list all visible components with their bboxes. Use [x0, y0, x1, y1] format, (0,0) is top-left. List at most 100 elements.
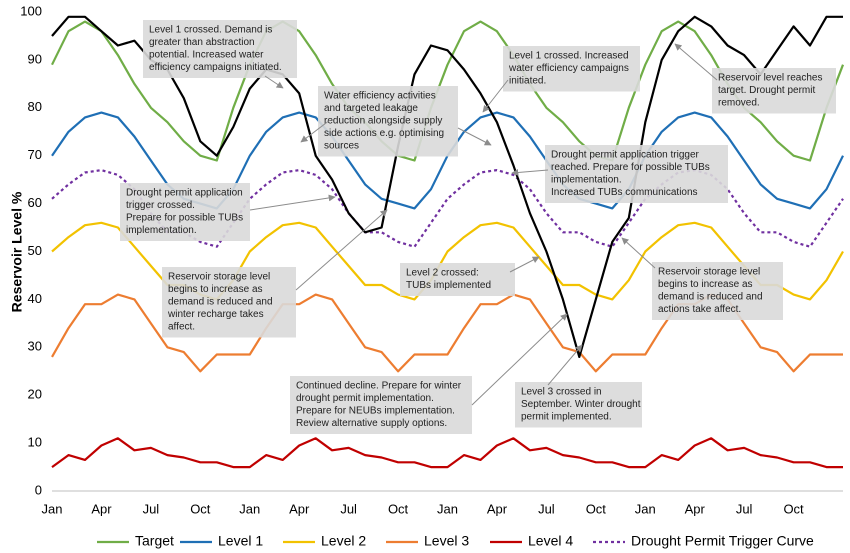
annotation-box	[120, 183, 250, 241]
annotation-box	[515, 382, 642, 428]
legend-label: Drought Permit Trigger Curve	[631, 533, 814, 549]
legend-label: Target	[135, 533, 174, 549]
annotation-text: drought permit implementation.	[296, 393, 434, 404]
y-axis-label: Reservoir Level %	[9, 191, 25, 312]
annotation-box	[400, 263, 515, 296]
annotation-text: initiated.	[509, 76, 546, 87]
x-tick-label: Jul	[143, 501, 160, 516]
annotation-text: efficiency campaigns initiated.	[149, 62, 282, 73]
annotation-arrow	[295, 209, 388, 291]
x-tick-label: Oct	[586, 501, 607, 516]
annotation-text: Level 1 crossed. Demand is	[149, 25, 272, 36]
annotation-text: winter recharge takes	[167, 309, 264, 320]
annotation-text: removed.	[718, 98, 760, 109]
x-tick-label: Jul	[538, 501, 555, 516]
annotation-arrow	[457, 127, 492, 146]
series-line	[51, 20, 845, 162]
y-tick-label: 10	[28, 435, 42, 450]
annotation-text: affect.	[168, 322, 195, 333]
legend-label: Level 2	[321, 533, 366, 549]
annotation-text: implementation.	[126, 225, 197, 236]
y-tick-label: 20	[28, 387, 42, 402]
y-tick-label: 40	[28, 291, 42, 306]
annotation-text: demand is reduced and	[168, 297, 273, 308]
legend-label: Level 3	[424, 533, 469, 549]
annotation-text: Reservoir storage level	[658, 267, 760, 278]
annotation-text: Level 3 crossed in	[521, 387, 602, 398]
annotation-text: begins to increase as	[168, 284, 263, 295]
annotation-text: actions take affect.	[658, 304, 741, 315]
annotation-text: water efficiency campaigns	[508, 63, 629, 74]
annotation-text: reduction alongside supply	[324, 116, 442, 127]
annotation-box	[712, 68, 836, 114]
x-tick-label: Jan	[635, 501, 656, 516]
annotation-box	[143, 20, 297, 78]
annotation-text: September. Winter drought	[521, 399, 641, 410]
x-tick-label: Jan	[239, 501, 260, 516]
annotation-box	[545, 145, 728, 203]
x-tick-label: Jul	[340, 501, 357, 516]
x-tick-label: Jan	[437, 501, 458, 516]
y-tick-label: 80	[28, 99, 42, 114]
annotation-text: TUBs implemented	[406, 280, 491, 291]
annotation-text: Reservoir level reaches	[718, 73, 823, 84]
x-tick-label: Jul	[736, 501, 753, 516]
annotation: Level 2 crossed:TUBs implemented	[400, 256, 540, 296]
x-tick-label: Apr	[91, 501, 112, 516]
x-tick-label: Apr	[685, 501, 706, 516]
y-tick-label: 70	[28, 147, 42, 162]
x-tick-label: Oct	[190, 501, 211, 516]
x-tick-label: Oct	[783, 501, 804, 516]
annotation-arrow	[249, 194, 336, 211]
y-tick-label: 60	[28, 195, 42, 210]
annotation-arrow	[674, 43, 718, 81]
annotation-arrow	[547, 344, 583, 386]
y-tick-label: 0	[35, 482, 42, 497]
annotation-text: Increased TUBs communications	[551, 187, 698, 198]
y-tick-label: 90	[28, 51, 42, 66]
annotation-box	[503, 46, 640, 92]
annotation-text: reached. Prepare for possible TUBs	[551, 162, 710, 173]
legend-label: Level 4	[528, 533, 573, 549]
legend-label: Level 1	[218, 533, 263, 549]
annotation-text: Drought permit application trigger	[551, 150, 700, 161]
x-tick-label: Apr	[289, 501, 310, 516]
x-tick-label: Apr	[487, 501, 508, 516]
x-tick-label: Jan	[42, 501, 63, 516]
annotation-arrow	[511, 168, 549, 176]
annotation-text: permit implemented.	[521, 412, 612, 423]
annotation-text: and targeted leakage	[324, 103, 418, 114]
annotation-text: greater than abstraction	[149, 37, 255, 48]
annotation-text: implementation.	[551, 175, 622, 186]
annotation-text: Review alternative supply options.	[296, 418, 447, 429]
annotation-text: Continued decline. Prepare for winter	[296, 381, 462, 392]
annotation-text: Reservoir storage level	[168, 272, 270, 283]
annotation-arrow	[482, 79, 509, 113]
annotation-text: Prepare for possible TUBs	[126, 213, 243, 224]
annotation-text: potential. Increased water	[149, 50, 264, 61]
annotation-text: Water efficiency activities	[324, 91, 436, 102]
annotation-arrow	[621, 237, 656, 269]
x-tick-label: Oct	[388, 501, 409, 516]
annotation-text: trigger crossed.	[126, 200, 195, 211]
annotation-text: Level 1 crossed. Increased	[509, 51, 629, 62]
annotation-text: demand is reduced and	[658, 292, 763, 303]
annotation: Drought permit application triggerreache…	[511, 145, 728, 203]
annotation-text: Level 2 crossed:	[406, 268, 479, 279]
annotation-text: sources	[324, 141, 359, 152]
annotation-text: target. Drought permit	[718, 85, 815, 96]
annotation-box	[652, 262, 783, 320]
annotation-box	[290, 376, 472, 434]
y-tick-label: 50	[28, 243, 42, 258]
y-tick-label: 100	[20, 3, 42, 18]
annotation-box	[162, 267, 296, 338]
